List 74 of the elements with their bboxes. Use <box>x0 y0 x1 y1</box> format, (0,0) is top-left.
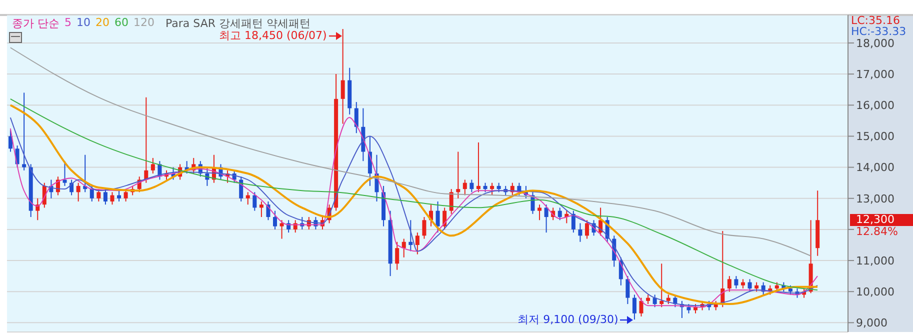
candlestick <box>246 192 250 206</box>
candlestick <box>686 304 691 314</box>
text: 12,300 <box>850 213 913 226</box>
candlestick <box>124 188 128 202</box>
candlestick <box>408 220 413 252</box>
candlestick <box>727 276 732 292</box>
candlestick <box>740 278 745 289</box>
candlestick <box>632 294 636 320</box>
candlestick <box>96 188 101 202</box>
candlestick <box>483 182 488 193</box>
candlestick <box>470 179 474 193</box>
line-series <box>10 47 812 256</box>
candlestick <box>584 220 589 240</box>
candlestick <box>340 28 345 124</box>
candlestick <box>538 204 542 221</box>
y-tick-label: 15,000 <box>856 130 894 144</box>
candlestick <box>150 157 155 174</box>
text: 5 <box>64 16 72 31</box>
candlestick <box>449 188 454 214</box>
text: LC:35.16 <box>851 14 900 27</box>
candlestick <box>666 294 670 305</box>
y-tick-label: 13,000 <box>856 192 894 206</box>
candlestick <box>110 192 114 206</box>
text: 10 <box>76 16 90 31</box>
candlestick <box>626 276 630 305</box>
text: HC:-33.33 <box>851 25 906 38</box>
candlestick <box>476 142 480 193</box>
candlestick <box>660 263 664 308</box>
candlestick <box>395 241 400 270</box>
annotation: 최저 9,100 (09/30) <box>518 312 618 327</box>
candlestick <box>558 207 562 221</box>
candlestick <box>8 129 12 152</box>
y-tick-label: 9,000 <box>856 316 888 330</box>
candlestick <box>280 220 284 240</box>
candlestick <box>748 278 752 292</box>
y-tick-label: 16,000 <box>856 99 894 112</box>
candlestick <box>462 179 467 196</box>
candlestick <box>415 232 420 255</box>
candlestick <box>639 297 644 317</box>
candlestick <box>754 282 759 292</box>
candlestick <box>117 188 122 202</box>
candlestick <box>259 200 264 218</box>
y-tick-label: 18,000 <box>856 36 894 50</box>
candlestick <box>76 182 80 202</box>
text: 120 <box>134 16 154 31</box>
y-tick-label: 14,000 <box>856 161 894 174</box>
text: 12.84% <box>856 225 898 238</box>
text: 60 <box>114 16 128 31</box>
y-tick-label: 17,000 <box>856 68 894 81</box>
legend-title: 종가 단순 <box>12 16 60 31</box>
candlestick <box>90 185 94 202</box>
candlestick <box>578 222 582 242</box>
candlestick <box>62 160 67 186</box>
candlestick <box>252 192 257 212</box>
candlestick <box>273 210 278 230</box>
annotation: 최고 18,450 (06/07) <box>218 28 327 43</box>
candlestick <box>734 276 738 289</box>
candlestick <box>422 216 426 240</box>
y-tick-label: 10,000 <box>856 286 894 299</box>
y-tick-label: 11,000 <box>856 254 894 268</box>
annotation: Para SAR 강세패턴 약세패턴 <box>166 16 310 30</box>
candlestick <box>646 294 650 305</box>
candlestick <box>239 176 244 202</box>
candlestick <box>354 102 358 134</box>
candlestick <box>652 294 657 308</box>
text: 20 <box>96 16 110 31</box>
candlestick <box>544 204 548 234</box>
candlestick <box>103 188 108 206</box>
candlestick <box>496 182 501 193</box>
candlestick <box>22 92 26 171</box>
candlestick <box>402 238 406 258</box>
candlestick <box>436 200 440 234</box>
candlestick <box>456 151 460 199</box>
candlestick <box>490 182 494 196</box>
